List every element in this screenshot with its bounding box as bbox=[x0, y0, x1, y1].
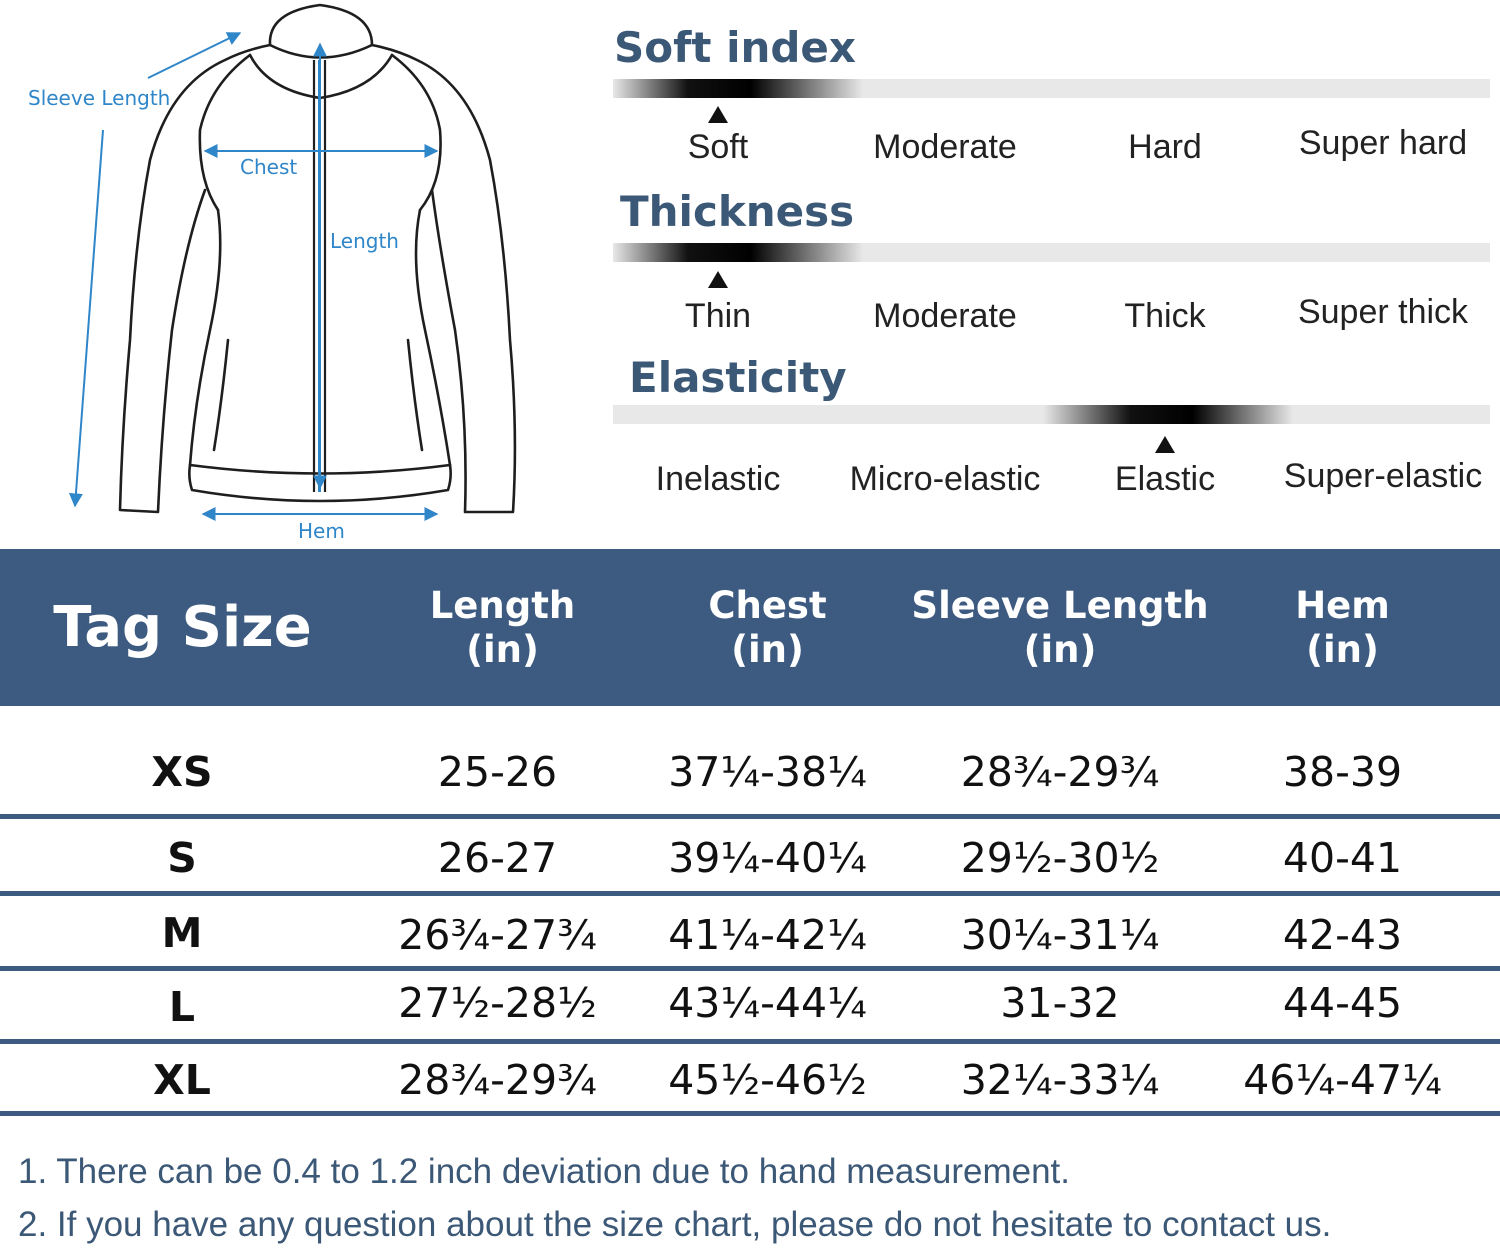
scale-highlight bbox=[613, 243, 863, 262]
column-header-chest: Chest (in) bbox=[645, 549, 890, 706]
thickness-option: Super thick bbox=[1297, 293, 1469, 331]
elasticity-option: Super-elastic bbox=[1283, 457, 1483, 495]
hem-cell: 42-43 bbox=[1282, 911, 1403, 959]
jacket-diagram: Sleeve Length Chest Length Hem bbox=[0, 0, 560, 548]
thickness-title: Thickness bbox=[620, 187, 855, 236]
row-divider bbox=[0, 1039, 1500, 1044]
column-header-label: Hem bbox=[1295, 583, 1390, 627]
size-cell: L bbox=[168, 983, 196, 1031]
soft-index-option: Moderate bbox=[873, 128, 1017, 166]
elasticity-scale bbox=[613, 405, 1490, 424]
size-cell: XS bbox=[151, 748, 213, 796]
length-cell: 26-27 bbox=[437, 834, 558, 882]
footnote: 1. There can be 0.4 to 1.2 inch deviatio… bbox=[18, 1152, 1070, 1191]
elasticity-title: Elasticity bbox=[629, 353, 847, 402]
scale-highlight bbox=[613, 79, 863, 98]
size-table-header bbox=[0, 549, 1500, 706]
column-header-unit: (in) bbox=[1023, 627, 1097, 671]
column-header-hem: Hem (in) bbox=[1220, 549, 1465, 706]
chest-cell: 45½-46½ bbox=[668, 1056, 867, 1104]
thickness-option: Thin bbox=[684, 297, 752, 335]
length-cell: 26¾-27¾ bbox=[398, 911, 597, 959]
column-header-label: Sleeve Length bbox=[911, 583, 1209, 627]
size-cell: S bbox=[167, 834, 197, 882]
soft-index-scale bbox=[613, 79, 1490, 98]
hem-label: Hem bbox=[298, 519, 345, 543]
elasticity-option: Elastic bbox=[1114, 460, 1216, 498]
row-divider bbox=[0, 1111, 1500, 1116]
size-cell: XL bbox=[153, 1056, 211, 1104]
thickness-option: Moderate bbox=[873, 297, 1017, 335]
size-cell: M bbox=[161, 909, 203, 957]
chest-cell: 43¼-44¼ bbox=[668, 979, 867, 1027]
jacket-outline bbox=[68, 3, 517, 521]
length-label: Length bbox=[330, 229, 399, 253]
length-cell: 27½-28½ bbox=[398, 979, 597, 1027]
column-header-unit: (in) bbox=[1306, 627, 1379, 671]
column-header-unit: (in) bbox=[466, 627, 539, 671]
thickness-option: Thick bbox=[1124, 297, 1206, 335]
hem-cell: 44-45 bbox=[1282, 979, 1403, 1027]
sleeve-length-label: Sleeve Length bbox=[28, 86, 171, 110]
length-cell: 25-26 bbox=[437, 748, 558, 796]
scale-highlight bbox=[1043, 405, 1293, 424]
chest-cell: 37¼-38¼ bbox=[668, 748, 867, 796]
row-divider bbox=[0, 891, 1500, 896]
sleeve-length-cell: 28¾-29¾ bbox=[960, 748, 1160, 796]
column-header-label: Chest bbox=[708, 583, 827, 627]
selected-marker-icon bbox=[1155, 436, 1175, 453]
hem-cell: 40-41 bbox=[1282, 834, 1403, 882]
column-header-unit: (in) bbox=[731, 627, 804, 671]
sleeve-length-cell: 31-32 bbox=[1000, 979, 1120, 1027]
chest-cell: 41¼-42¼ bbox=[668, 911, 867, 959]
row-divider bbox=[0, 814, 1500, 819]
row-divider bbox=[0, 966, 1500, 971]
hem-cell: 46¼-47¼ bbox=[1243, 1056, 1442, 1104]
sleeve-length-cell: 32¼-33¼ bbox=[960, 1056, 1160, 1104]
column-header-length: Length (in) bbox=[380, 549, 625, 706]
length-cell: 28¾-29¾ bbox=[398, 1056, 597, 1104]
column-header-label: Length bbox=[429, 583, 576, 627]
chest-cell: 39¼-40¼ bbox=[668, 834, 867, 882]
soft-index-title: Soft index bbox=[614, 23, 857, 72]
sleeve-length-cell: 29½-30½ bbox=[960, 834, 1160, 882]
soft-index-option: Super hard bbox=[1298, 124, 1468, 162]
column-header-label: Tag Size bbox=[53, 595, 312, 660]
thickness-scale bbox=[613, 243, 1490, 262]
sleeve-length-cell: 30¼-31¼ bbox=[960, 911, 1160, 959]
column-header-tag-size: Tag Size bbox=[20, 549, 345, 706]
hem-cell: 38-39 bbox=[1282, 748, 1403, 796]
elasticity-option: Inelastic bbox=[655, 460, 781, 498]
soft-index-option: Hard bbox=[1128, 128, 1202, 166]
footnote: 2. If you have any question about the si… bbox=[18, 1205, 1332, 1244]
elasticity-option: Micro-elastic bbox=[849, 460, 1041, 498]
selected-marker-icon bbox=[708, 106, 728, 123]
column-header-sleeve-length: Sleeve Length (in) bbox=[910, 549, 1210, 706]
soft-index-option: Soft bbox=[687, 128, 749, 166]
chest-label: Chest bbox=[240, 155, 298, 179]
selected-marker-icon bbox=[708, 271, 728, 288]
